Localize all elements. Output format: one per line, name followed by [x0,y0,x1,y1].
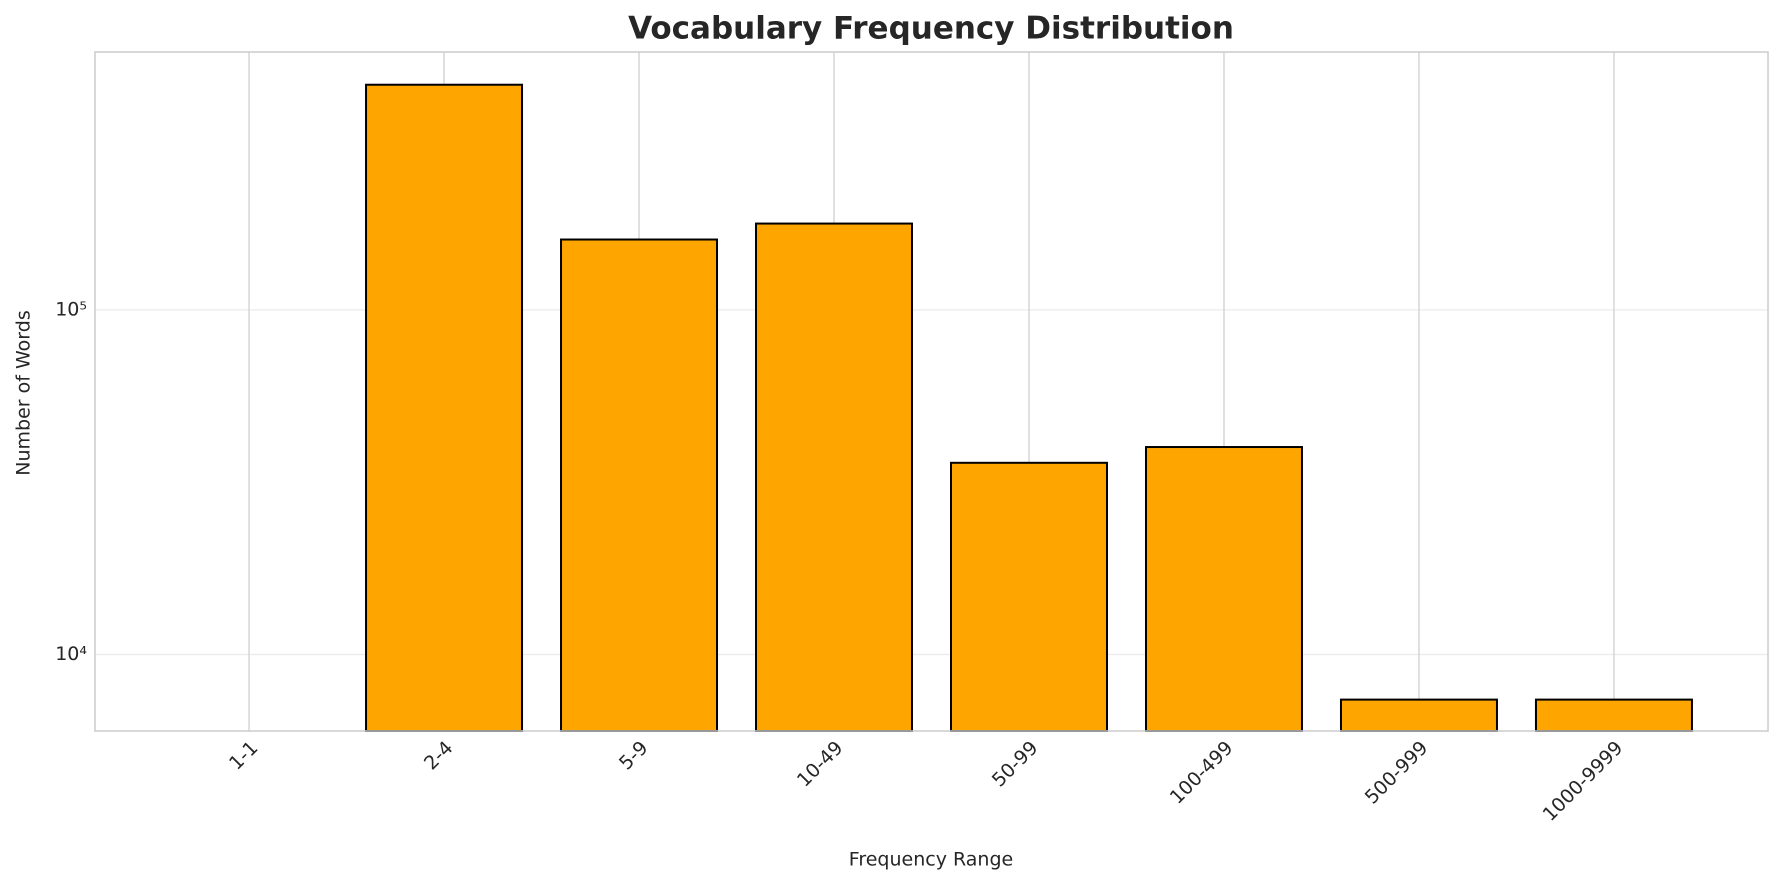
x-tick-label: 2-4 [420,737,458,775]
bar [1339,698,1498,732]
x-tick-label: 100-499 [1166,737,1238,809]
bar [1144,446,1303,732]
bar [1534,698,1693,732]
bar [365,83,524,732]
y-axis-label: Number of Words [13,310,35,475]
x-tick-label: 50-99 [988,737,1043,792]
x-tick-label: 1-1 [225,737,263,775]
x-axis-label: Frequency Range [849,849,1013,871]
x-tick-label: 500-999 [1361,737,1433,809]
y-tick-label: 10⁵ [55,298,87,320]
chart-title: Vocabulary Frequency Distribution [628,11,1234,47]
x-tick-label: 5-9 [615,737,653,775]
bar [949,461,1108,732]
x-tick-label: 10-49 [793,737,848,792]
bar [560,238,719,733]
y-tick-label: 10⁴ [55,643,87,665]
bar [755,222,914,732]
plot-frame [94,51,1769,732]
x-tick-label: 1000-9999 [1539,737,1628,826]
